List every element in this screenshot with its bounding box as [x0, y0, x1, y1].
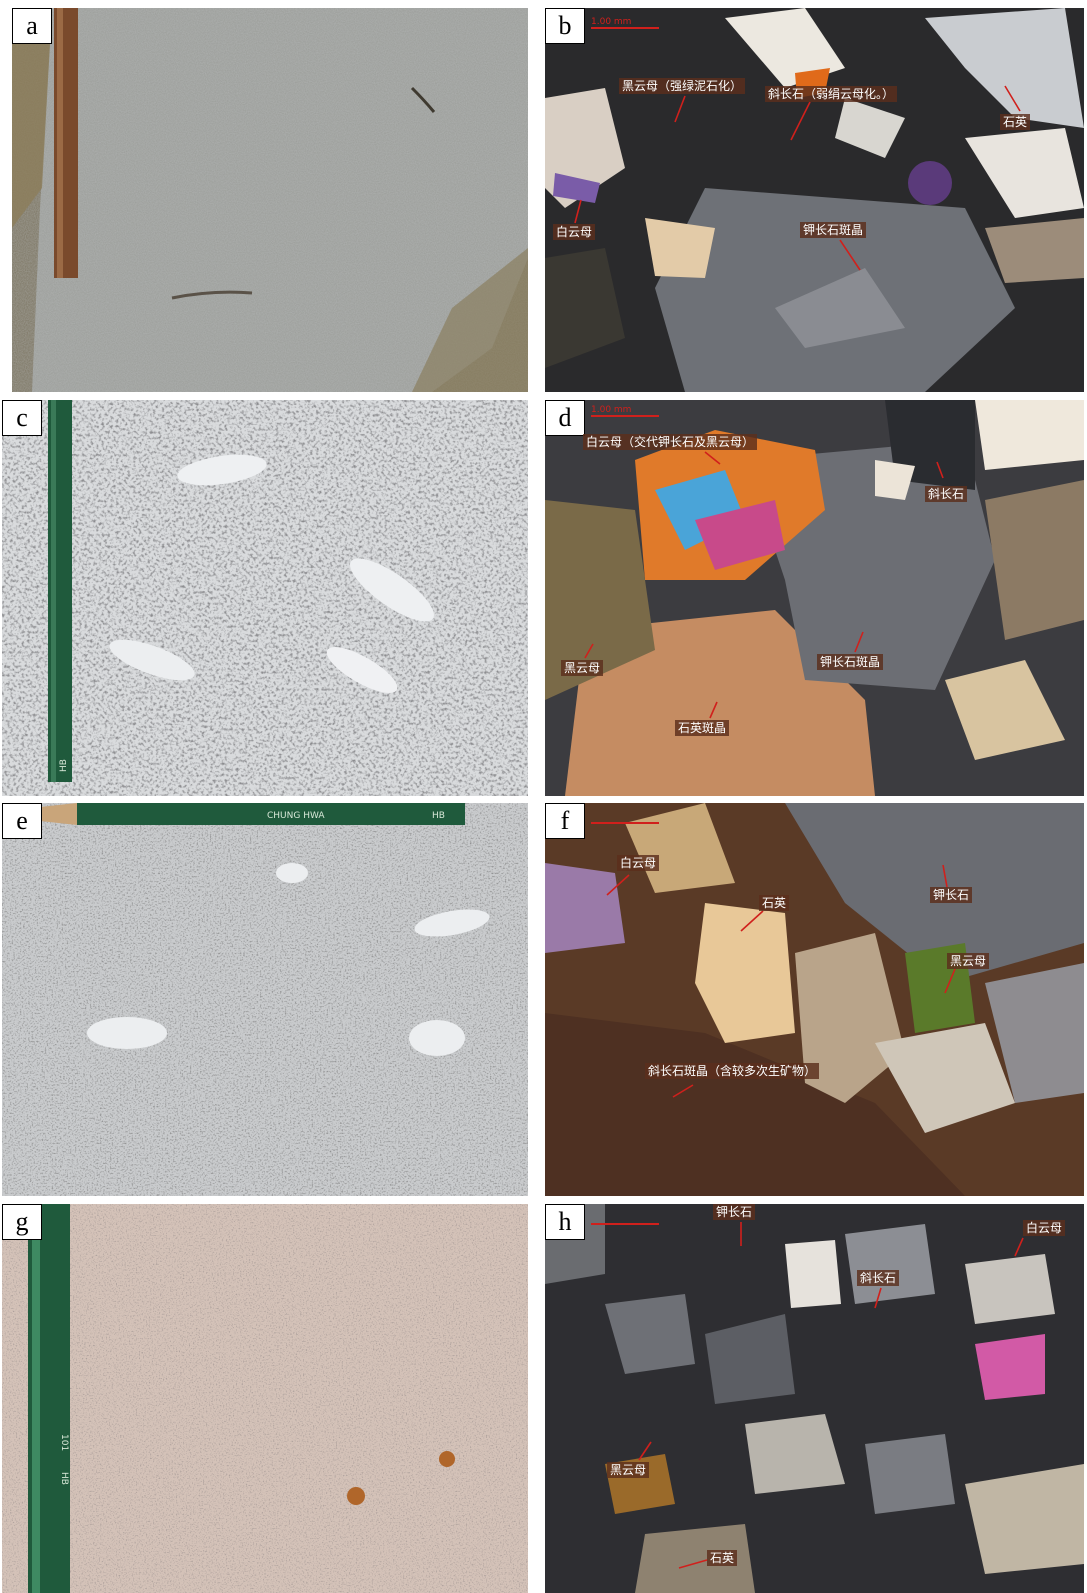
annotation-b-muscovite: 白云母: [553, 224, 596, 240]
specimen-photo-c: HB: [2, 400, 528, 796]
panel-label-g: g: [2, 1204, 42, 1240]
scale-text-b: 1.00 mm: [591, 17, 632, 27]
annotation-f-muscovite: 白云母: [617, 855, 660, 871]
panel-label-d: d: [545, 400, 585, 436]
scale-line-h: [591, 1223, 659, 1225]
panel-label-a: a: [12, 8, 52, 44]
annotation-b-kfeldspar: 钾长石斑晶: [800, 222, 867, 238]
annotation-b-plagioclase: 斜长石（弱绢云母化。）: [765, 86, 898, 102]
panel-label-h: h: [545, 1204, 585, 1240]
panel-g-hand-specimen: 101 HB g: [2, 1204, 528, 1593]
annotation-h-plagioclase: 斜长石: [857, 1270, 900, 1286]
annotation-b-quartz: 石英: [1000, 114, 1031, 130]
annotation-d-quartz: 石英斑晶: [675, 720, 730, 736]
annotation-f-biotite: 黑云母: [947, 953, 990, 969]
annotation-d-kfeldspar: 钾长石斑晶: [817, 654, 884, 670]
pencil-grade-g: HB: [59, 1472, 69, 1485]
micrograph-d: [545, 400, 1084, 796]
panel-f-micrograph: f 白云母 石英 钾长石 黑云母 斜长石斑晶（含较多次生矿物）: [545, 803, 1084, 1196]
panel-label-f: f: [545, 803, 585, 839]
annotation-f-plagioclase: 斜长石斑晶（含较多次生矿物）: [645, 1063, 820, 1079]
pencil-e: [77, 803, 465, 825]
specimen-photo-e: CHUNG HWA HB: [2, 803, 528, 1196]
scale-text-d: 1.00 mm: [591, 405, 632, 415]
panel-b-micrograph: b 1.00 mm 黑云母（强绿泥石化） 斜长石（弱绢云母化。） 石英 白云母 …: [545, 8, 1084, 392]
scale-line-f: [591, 822, 659, 824]
panel-d-micrograph: d 1.00 mm 白云母（交代钾长石及黑云母） 斜长石 黑云母 钾长石斑晶 石…: [545, 400, 1084, 796]
annotation-f-quartz: 石英: [759, 895, 790, 911]
panel-c-hand-specimen: HB c: [2, 400, 528, 796]
panel-e-hand-specimen: CHUNG HWA HB e: [2, 803, 528, 1196]
pencil-text-c: HB: [59, 759, 69, 772]
annotation-b-biotite: 黑云母（强绿泥石化）: [619, 78, 746, 94]
scale-line-b: [591, 27, 659, 29]
annotation-f-kfeldspar: 钾长石: [930, 887, 973, 903]
annotation-h-kfeldspar: 钾长石: [713, 1204, 756, 1220]
outcrop-photo-a: [12, 8, 528, 392]
pencil-text-e: CHUNG HWA: [267, 811, 325, 821]
annotation-h-quartz: 石英: [707, 1550, 738, 1566]
micrograph-h: [545, 1204, 1084, 1593]
annotation-d-plagioclase: 斜长石: [925, 486, 968, 502]
annotation-d-biotite: 黑云母: [561, 660, 604, 676]
panel-h-micrograph: h: [545, 1204, 1084, 1593]
annotation-h-muscovite: 白云母: [1023, 1220, 1066, 1236]
panel-label-b: b: [545, 8, 585, 44]
panel-label-e: e: [2, 803, 42, 839]
pencil-text-g: 101: [59, 1434, 69, 1451]
panel-a-outcrop-photo: a: [12, 8, 528, 392]
panel-label-c: c: [2, 400, 42, 436]
pencil-grade-e: HB: [432, 811, 445, 821]
annotation-d-muscovite: 白云母（交代钾长石及黑云母）: [583, 434, 758, 450]
specimen-photo-g: 101 HB: [2, 1204, 528, 1593]
scale-line-d: [591, 415, 659, 417]
micrograph-b: [545, 8, 1084, 392]
annotation-h-biotite: 黑云母: [607, 1462, 650, 1478]
